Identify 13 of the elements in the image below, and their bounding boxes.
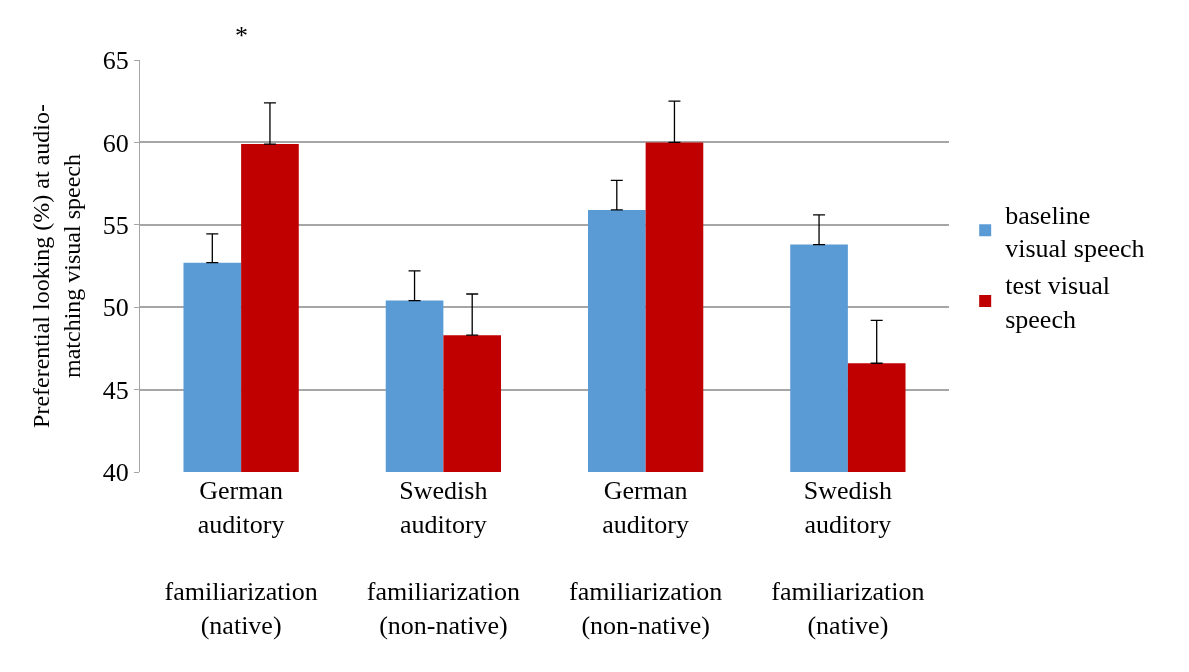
category-label: German auditory familiarization (native): [164, 476, 318, 641]
y-axis-title: Preferential looking (%) at audio- matching visual speech: [27, 104, 85, 428]
y-tick-label: 45: [102, 375, 129, 405]
legend-label: test visual speech: [1005, 271, 1110, 334]
category-label: German auditory familiarization (non-native): [569, 476, 723, 641]
y-tick-label: 50: [102, 293, 129, 323]
y-tick-label: 40: [102, 458, 129, 488]
y-tick-label: 55: [102, 210, 129, 240]
y-tick-label: 65: [102, 46, 129, 76]
y-tick-label: 60: [102, 128, 129, 158]
text: *: [235, 21, 248, 50]
category-label: Swedish auditory familiarization (non-native): [366, 476, 520, 641]
category-label: Swedish auditory familiarization (native): [771, 476, 925, 641]
